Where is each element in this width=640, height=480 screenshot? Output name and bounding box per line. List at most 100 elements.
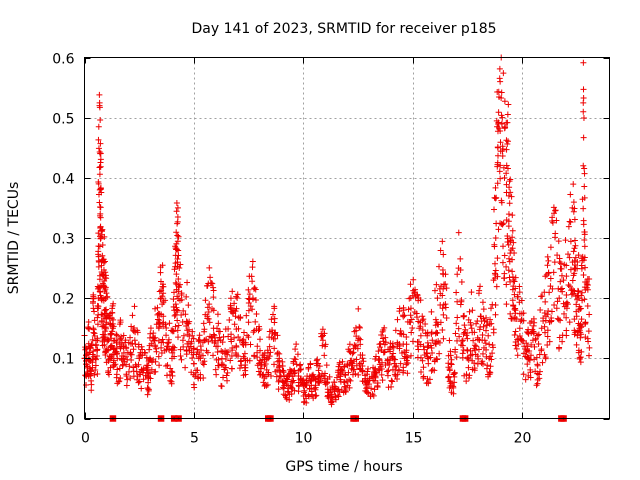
data-point (94, 347, 101, 354)
data-point (138, 385, 145, 392)
data-point (379, 377, 386, 384)
data-point (580, 94, 587, 101)
data-point (228, 338, 235, 345)
data-point (167, 377, 174, 384)
data-point (305, 393, 312, 400)
data-point (189, 328, 196, 335)
data-point (544, 327, 551, 334)
data-point (206, 301, 213, 308)
data-point (295, 388, 302, 395)
data-point (341, 371, 348, 378)
data-point (403, 354, 410, 361)
data-point (346, 384, 353, 391)
data-point (236, 337, 243, 344)
data-point (95, 248, 102, 255)
data-point (434, 356, 441, 363)
data-point (519, 337, 526, 344)
data-point (205, 309, 212, 316)
data-point (97, 140, 104, 147)
data-point (328, 393, 335, 400)
y-tick-label: 0 (66, 413, 75, 429)
data-point (120, 332, 127, 339)
data-point (450, 390, 457, 397)
data-point (210, 352, 217, 359)
data-point (138, 343, 145, 350)
data-point (200, 352, 207, 359)
data-point (442, 271, 449, 278)
data-point (516, 310, 523, 317)
data-point (90, 326, 97, 333)
data-point (528, 341, 535, 348)
data-point (233, 351, 240, 358)
data-point (417, 354, 424, 361)
data-point (163, 372, 170, 379)
data-point (184, 331, 191, 338)
data-point (282, 378, 289, 385)
data-point (532, 335, 539, 342)
data-point (178, 290, 185, 297)
data-point (225, 348, 232, 355)
data-point (476, 287, 483, 294)
data-point (228, 331, 235, 338)
data-point (544, 333, 551, 340)
data-point (222, 355, 229, 362)
data-point (440, 311, 447, 318)
data-point (172, 323, 179, 330)
data-point (419, 327, 426, 334)
data-point (183, 293, 190, 300)
data-point (204, 313, 211, 320)
data-point (350, 366, 357, 373)
data-point (152, 342, 159, 349)
data-point (150, 337, 157, 344)
data-point (232, 308, 239, 315)
data-point (244, 332, 251, 339)
data-point (563, 292, 570, 299)
data-point (397, 327, 404, 334)
data-point (216, 334, 223, 341)
data-point (464, 347, 471, 354)
data-point (335, 393, 342, 400)
data-point (543, 271, 550, 278)
data-point (452, 346, 459, 353)
data-point (211, 332, 218, 339)
data-point (254, 343, 261, 350)
data-point (564, 301, 571, 308)
data-point (141, 349, 148, 356)
data-point (497, 162, 504, 169)
data-point (531, 356, 538, 363)
data-point (580, 59, 587, 66)
data-point (133, 363, 140, 370)
data-point (210, 294, 217, 301)
data-point (346, 348, 353, 355)
data-point (458, 278, 465, 285)
data-point (147, 370, 154, 377)
data-point (105, 371, 112, 378)
data-point (128, 356, 135, 363)
data-point (263, 366, 270, 373)
data-point (516, 283, 523, 290)
data-point (107, 364, 114, 371)
data-point (575, 288, 582, 295)
data-point (127, 375, 134, 382)
data-point (249, 264, 256, 271)
data-point (268, 334, 275, 341)
data-point (572, 242, 579, 249)
data-point (446, 337, 453, 344)
data-point (368, 385, 375, 392)
data-point (527, 369, 534, 376)
data-point (370, 364, 377, 371)
data-point (232, 313, 239, 320)
data-point (500, 220, 507, 227)
data-point (152, 368, 159, 375)
data-point (553, 217, 560, 224)
data-point (457, 301, 464, 308)
data-point (511, 332, 518, 339)
data-point (584, 303, 591, 310)
data-point (247, 341, 254, 348)
data-point (90, 295, 97, 302)
data-point (439, 292, 446, 299)
data-point (96, 288, 103, 295)
data-point (339, 358, 346, 365)
data-point (173, 200, 180, 207)
data-point (492, 235, 499, 241)
